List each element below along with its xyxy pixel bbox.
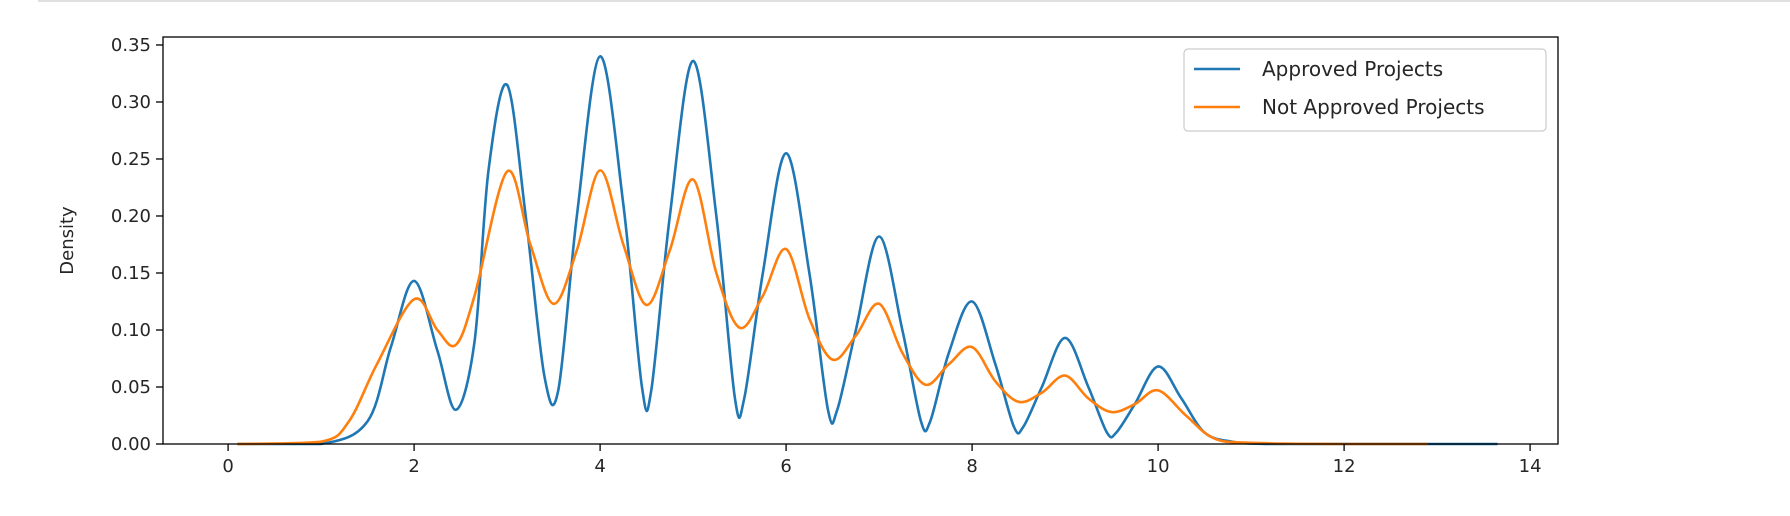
y-tick-label: 0.25 <box>111 149 151 170</box>
notebook-cell-border <box>38 0 1790 2</box>
y-tick-label: 0.10 <box>111 320 151 341</box>
x-tick-label: 8 <box>966 456 977 477</box>
y-tick-label: 0.20 <box>111 206 151 227</box>
x-tick-label: 12 <box>1333 456 1356 477</box>
series-line-1 <box>237 55 1498 446</box>
y-tick-label: 0.05 <box>111 377 151 398</box>
x-tick-label: 14 <box>1519 456 1542 477</box>
series-line-2 <box>237 169 1428 446</box>
x-tick-label: 4 <box>594 456 605 477</box>
x-tick-label: 2 <box>408 456 419 477</box>
legend-entry-label: Approved Projects <box>1262 57 1443 81</box>
legend: Approved Projects Not Approved Projects <box>1183 48 1547 132</box>
x-tick-label: 0 <box>222 456 233 477</box>
x-tick-label: 6 <box>780 456 791 477</box>
y-axis-label: Density <box>57 206 78 275</box>
axes-frame <box>162 36 1559 445</box>
x-tick-label: 10 <box>1147 456 1170 477</box>
y-tick-label: 0.00 <box>111 434 151 455</box>
legend-entry-label: Not Approved Projects <box>1262 95 1485 119</box>
y-tick-label: 0.15 <box>111 263 151 284</box>
legend-box <box>1183 48 1547 132</box>
x-axis: 0 2 4 6 8 10 12 14 <box>222 444 1542 477</box>
y-axis: 0.00 0.05 0.10 0.15 0.20 0.25 0.30 0.35 <box>111 35 163 455</box>
y-tick-label: 0.30 <box>111 92 151 113</box>
series-layer <box>237 55 1498 446</box>
y-tick-label: 0.35 <box>111 35 151 56</box>
